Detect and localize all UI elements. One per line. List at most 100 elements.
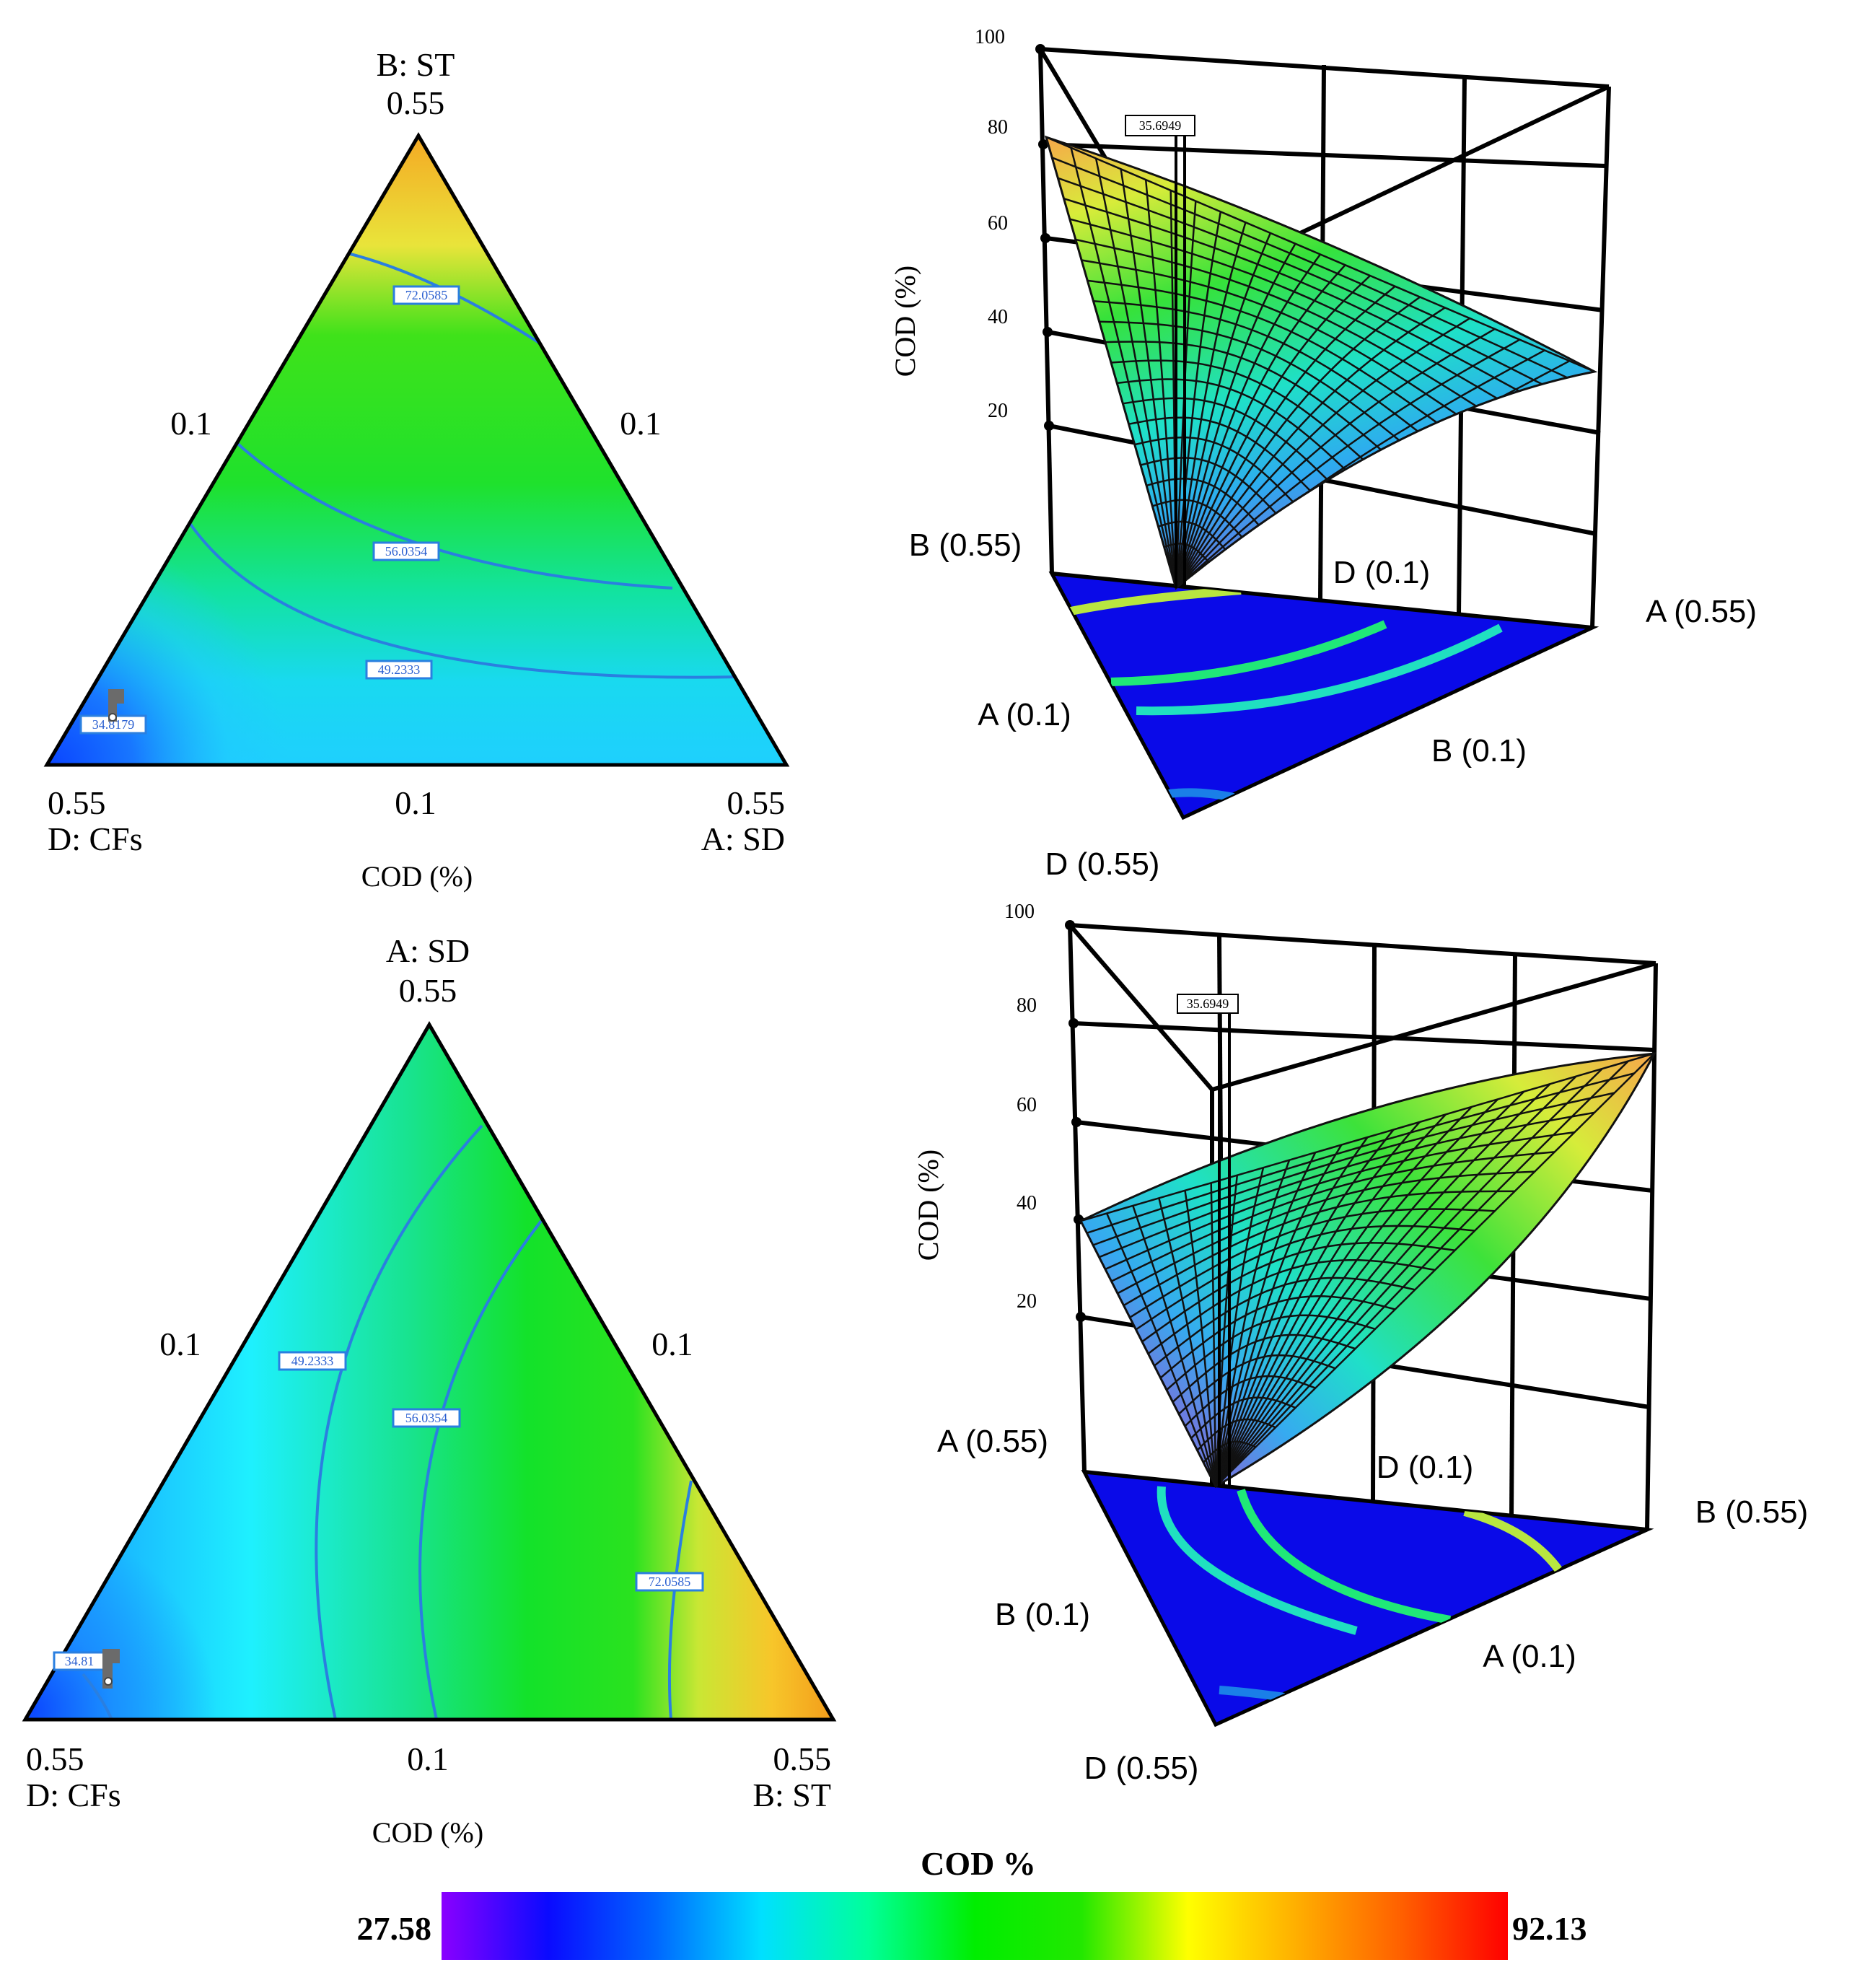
z-tick-label: 20	[988, 400, 1008, 422]
vertex-label-top: A: SD	[386, 932, 470, 969]
colorbar-title: COD %	[921, 1845, 1036, 1882]
contour-line	[82, 1673, 113, 1720]
edge-label-bottom: 0.1	[395, 784, 436, 821]
ternary-2-outline	[22, 1021, 837, 1722]
edge-label-bottom: 0.1	[407, 1740, 449, 1777]
contour-label: 72.0585	[392, 285, 460, 305]
vertex-label-top: B: ST	[377, 46, 455, 83]
svg-text:34.8179: 34.8179	[92, 717, 135, 732]
mesh-line	[1214, 1098, 1499, 1486]
contour-label: 56.0354	[372, 541, 440, 561]
surface-2-z-ticks	[1065, 920, 1086, 1322]
ternary-2-xlabel: COD (%)	[372, 1816, 483, 1849]
base-contour	[1110, 620, 1387, 686]
mesh-line	[1214, 1129, 1395, 1486]
base-contour	[1059, 586, 1242, 618]
svg-text:72.0585: 72.0585	[649, 1575, 691, 1589]
mesh-line	[1214, 1083, 1551, 1486]
base-contour	[1168, 788, 1235, 802]
colorbar: COD % 27.58 92.13	[357, 1845, 1587, 1960]
mesh-line	[1175, 328, 1496, 588]
mesh-line	[1146, 478, 1272, 540]
ternary-plot-2: 49.2333 56.0354 72.0585 34.81 A: SD 0.55…	[22, 932, 837, 1849]
base-contour	[1157, 1486, 1358, 1635]
surface-2-axis-label: D (0.55)	[1084, 1751, 1199, 1786]
surface-2-axis-label: A (0.55)	[937, 1424, 1048, 1459]
surface-1-axis-label: D (0.1)	[1333, 555, 1430, 590]
z-tick-label: 20	[1017, 1290, 1037, 1313]
edge-label-right: 0.1	[651, 1326, 693, 1362]
base-contour	[1237, 1489, 1452, 1624]
surface-1-base	[1048, 572, 1599, 820]
mesh-line	[1110, 359, 1386, 481]
mesh-line	[1184, 1375, 1316, 1427]
base-contour	[1463, 1507, 1562, 1572]
mesh-line	[1147, 1259, 1436, 1354]
surface-1-zlabel: COD (%)	[889, 266, 921, 377]
vertex-value-top: 0.55	[399, 972, 457, 1009]
vertex-label-bottom-right: A: SD	[701, 820, 785, 857]
surface-1-axis-label: A (0.55)	[1646, 594, 1757, 629]
surface-2-axis-label: B (0.55)	[1695, 1494, 1809, 1530]
surface-2-axis-label: B (0.1)	[995, 1597, 1090, 1632]
vertex-label-bottom-left: D: CFs	[26, 1777, 121, 1813]
mesh-line	[1154, 1277, 1416, 1367]
mesh-line	[1166, 1314, 1376, 1391]
colorbar-min-label: 27.58	[357, 1910, 432, 1947]
surface-plot-1: 35.6949 100 80 60 40 20 COD (%) B (0.55)…	[889, 26, 1757, 882]
svg-text:72.0585: 72.0585	[405, 288, 448, 302]
base-contour	[1136, 623, 1503, 716]
vertex-label-bottom-left: D: CFs	[48, 820, 143, 857]
z-tick-label: 100	[975, 26, 1005, 48]
mesh-line	[1164, 543, 1215, 569]
mesh-line	[1175, 318, 1470, 588]
vertex-value-bottom-right: 0.55	[773, 1740, 832, 1777]
mesh-line	[1151, 499, 1253, 550]
contour-label: 56.0354	[392, 1408, 461, 1428]
mesh-line	[1215, 1060, 1629, 1486]
surface-1-axis-label: B (0.1)	[1431, 733, 1527, 769]
design-point-marker	[108, 689, 124, 722]
mesh-line	[1172, 1334, 1356, 1403]
surface-plot-2: 35.6949 100 80 60 40 20 COD (%) A (0.55)…	[912, 901, 1808, 1786]
mesh-line	[1196, 1418, 1276, 1451]
svg-text:34.81: 34.81	[65, 1654, 95, 1668]
mesh-line	[1134, 436, 1310, 520]
mesh-line	[1190, 1396, 1296, 1439]
mesh-line	[1208, 1463, 1237, 1476]
surface-1-axis-label: D (0.55)	[1045, 846, 1160, 882]
mesh-line	[1175, 285, 1396, 588]
mesh-line	[1175, 264, 1346, 588]
mesh-line	[1214, 1105, 1473, 1486]
mesh-line	[1215, 1068, 1603, 1486]
mesh-line	[1158, 520, 1234, 559]
surface-2-axis-label: D (0.1)	[1377, 1450, 1473, 1485]
svg-text:56.0354: 56.0354	[405, 1411, 448, 1425]
surface-1-z-ticks	[1035, 44, 1054, 431]
mesh-line	[1178, 1354, 1336, 1415]
vertex-value-bottom-left: 0.55	[26, 1740, 84, 1777]
contour-label: 72.0585	[635, 1572, 704, 1592]
svg-text:35.6949: 35.6949	[1139, 118, 1182, 133]
ternary-2-fill	[25, 1025, 833, 1720]
svg-text:56.0354: 56.0354	[385, 544, 428, 559]
base-contour	[1219, 1686, 1285, 1702]
z-tick-label: 40	[988, 306, 1008, 328]
svg-text:49.2333: 49.2333	[291, 1354, 334, 1368]
mesh-line	[1214, 1090, 1525, 1486]
mesh-line	[1214, 1121, 1421, 1486]
z-tick-label: 100	[1004, 901, 1035, 923]
colorbar-gradient	[442, 1892, 1508, 1960]
ternary-1-outline	[43, 132, 790, 767]
mesh-line	[1159, 1295, 1396, 1379]
z-tick-label: 60	[1017, 1094, 1037, 1116]
contour-line	[418, 1219, 543, 1720]
z-tick-label: 40	[1017, 1192, 1037, 1214]
mesh-line	[1128, 416, 1329, 510]
vertex-value-top: 0.55	[387, 84, 445, 121]
surface-2-mesh	[1079, 1052, 1656, 1489]
surface-2-base	[1081, 1470, 1654, 1728]
ternary-1-xlabel: COD (%)	[361, 860, 473, 893]
mesh-line	[1117, 378, 1367, 491]
vertex-label-bottom-right: B: ST	[752, 1777, 831, 1813]
